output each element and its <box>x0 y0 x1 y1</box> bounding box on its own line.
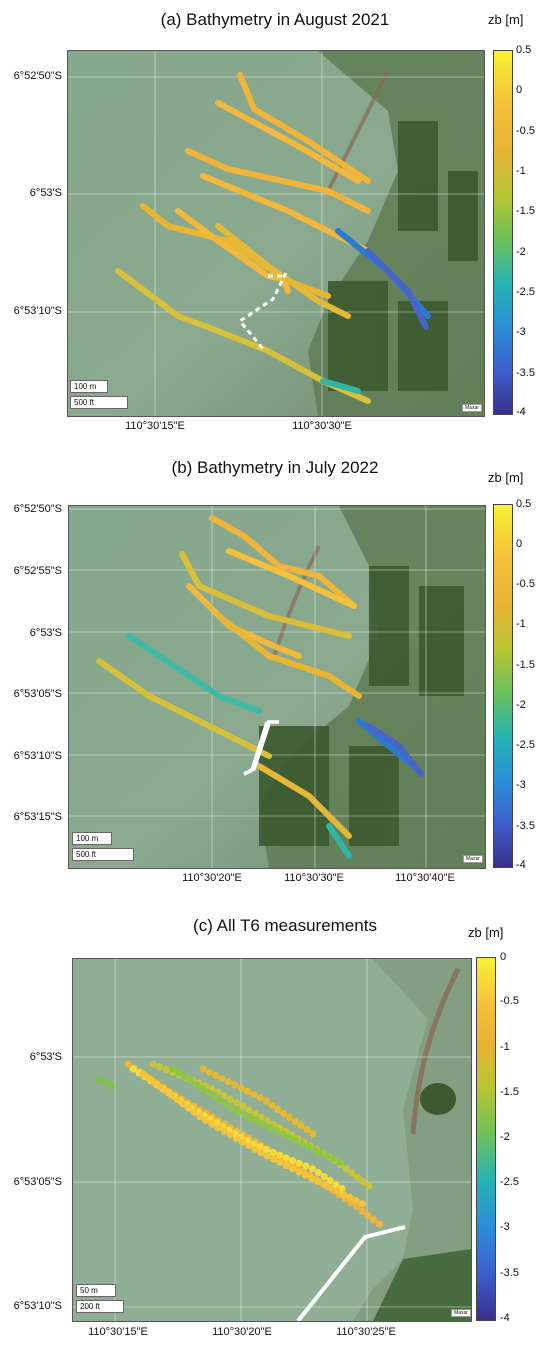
panel-c-lon-label: 110°30'25"E <box>336 1326 396 1338</box>
panel-a-colorbar-tick: -3 <box>516 326 526 338</box>
panel-a-scale-metric: 100 m <box>70 380 108 393</box>
panel-a-colorbar-tick: 0 <box>516 84 523 96</box>
panel-b-colorbar-tick: -1 <box>516 618 526 630</box>
panel-c-lon-label: 110°30'20"E <box>212 1326 272 1338</box>
panel-c-colorbar-tick: 0 <box>500 951 507 963</box>
panel-a-colorbar-label: zb [m] <box>488 12 524 27</box>
panel-b-colorbar <box>493 504 513 868</box>
panel-a-transect <box>237 272 288 350</box>
panel-c-colorbar <box>476 957 496 1321</box>
panel-b-lon-label: 110°30'20"E <box>182 872 242 884</box>
panel-b-lat-label: 6°53'05"S <box>13 688 62 700</box>
panel-c-transect <box>296 1225 406 1321</box>
panel-a-colorbar-tick: -3.5 <box>516 367 535 379</box>
panel-a-track <box>185 148 371 214</box>
panel-b-colorbar-tick: -3 <box>516 779 526 791</box>
panel-b-colorbar-tick: -2.5 <box>516 739 535 751</box>
panel-c-colorbar-tick: -4 <box>500 1312 510 1324</box>
panel-b-colorbar-tick: -1.5 <box>516 659 535 671</box>
panel-a-colorbar-tick: 0.5 <box>516 44 532 56</box>
panel-a-colorbar-tick: -0.5 <box>516 125 535 137</box>
panel-a-colorbar-tick: -2 <box>516 246 526 258</box>
panel-c-imagery-credit: Maxar <box>451 1309 471 1317</box>
panel-b-lat-label: 6°53'S <box>29 627 62 639</box>
panel-a-track <box>215 223 351 319</box>
panel-b-lat-label: 6°53'10"S <box>13 750 62 762</box>
panel-a-map <box>67 50 485 417</box>
panel-c-colorbar-tick: -2 <box>500 1131 510 1143</box>
panel-b-title: (b) Bathymetry in July 2022 <box>171 458 379 477</box>
panel-a-track <box>215 100 361 184</box>
panel-b-lat-label: 6°52'55"S <box>13 565 62 577</box>
panel-b-scale-metric: 100 m <box>72 832 112 845</box>
panel-b-colorbar-tick: 0 <box>516 538 523 550</box>
panel-a-colorbar-tick: -1 <box>516 165 526 177</box>
panel-c-scale-imperial: 200 ft <box>76 1300 124 1313</box>
panel-b-colorbar-tick: -3.5 <box>516 820 535 832</box>
panel-b-colorbar-tick: -4 <box>516 859 526 871</box>
panel-a-track <box>237 72 371 184</box>
panel-a-imagery-credit: Maxar <box>462 404 482 412</box>
panel-b-track <box>256 763 352 839</box>
panel-a-lon-label: 110°30'15"E <box>125 420 185 432</box>
panel-b-track <box>209 515 357 609</box>
panel-c-colorbar-tick: -2.5 <box>500 1176 519 1188</box>
panel-a-colorbar-tick: -4 <box>516 406 526 418</box>
panel-a-scale-imperial: 500 ft <box>70 396 128 409</box>
panel-a-track <box>320 378 361 394</box>
panel-c-colorbar-tick: -3 <box>500 1221 510 1233</box>
panel-a-lon-label: 110°30'30"E <box>292 420 352 432</box>
panel-c-map <box>72 958 472 1322</box>
panel-c-track <box>139 1070 367 1208</box>
panel-b-imagery-credit: Maxar <box>463 855 483 863</box>
panel-b-track <box>226 548 357 609</box>
panel-a-track <box>365 248 429 330</box>
panel-c-title: (c) All T6 measurements <box>193 916 377 935</box>
panel-a-lat-label: 6°52'50"S <box>13 70 62 82</box>
panel-b-lon-label: 110°30'40"E <box>395 872 455 884</box>
panel-a-title: (a) Bathymetry in August 2021 <box>160 10 390 29</box>
panel-c-track <box>199 1065 317 1138</box>
panel-c-colorbar-label: zb [m] <box>468 925 504 940</box>
panel-c-lat-label: 6°53'05"S <box>13 1176 62 1188</box>
panel-b-track <box>366 723 424 777</box>
panel-a-lat-label: 6°53'10"S <box>13 305 62 317</box>
panel-b-track <box>96 658 272 759</box>
panel-a-lat-label: 6°53'S <box>29 187 62 199</box>
panel-b-colorbar-tick: 0.5 <box>516 498 532 510</box>
panel-b-transect <box>243 721 269 776</box>
panel-c-colorbar-tick: -3.5 <box>500 1267 519 1279</box>
panel-b-map <box>68 505 486 869</box>
panel-c-lon-label: 110°30'15"E <box>88 1326 148 1338</box>
panel-c-colorbar-tick: -0.5 <box>500 995 519 1007</box>
panel-b-lat-label: 6°53'15"S <box>13 811 62 823</box>
panel-c-colorbar-tick: -1 <box>500 1041 510 1053</box>
panel-c-lat-label: 6°53'10"S <box>13 1300 62 1312</box>
panel-a-colorbar-tick: -2.5 <box>516 286 535 298</box>
panel-c-track <box>95 1075 117 1091</box>
panel-b-lon-label: 110°30'30"E <box>284 872 344 884</box>
panel-a-colorbar <box>493 50 513 415</box>
panel-c-track <box>169 1065 347 1168</box>
panel-b-track <box>216 613 362 699</box>
panel-b-track <box>126 633 262 714</box>
panel-b-colorbar-label: zb [m] <box>488 470 524 485</box>
panel-b-track <box>186 583 302 659</box>
panel-c-colorbar-tick: -1.5 <box>500 1086 519 1098</box>
panel-c-lat-label: 6°53'S <box>29 1051 62 1063</box>
panel-b-colorbar-tick: -0.5 <box>516 578 535 590</box>
panel-b-lat-label: 6°52'50"S <box>13 503 62 515</box>
panel-c-scale-metric: 50 m <box>76 1284 116 1297</box>
panel-a-track <box>200 173 371 254</box>
panel-a-colorbar-tick: -1.5 <box>516 205 535 217</box>
panel-b-scale-imperial: 500 ft <box>72 848 134 861</box>
panel-b-track <box>326 823 352 859</box>
panel-b-colorbar-tick: -2 <box>516 699 526 711</box>
panel-b-track <box>179 551 352 639</box>
